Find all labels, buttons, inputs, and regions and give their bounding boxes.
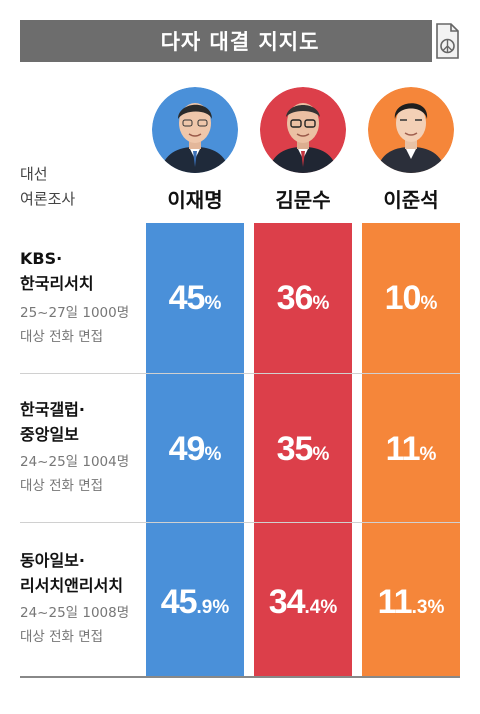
- value-suffix: .4%: [304, 597, 338, 618]
- value-suffix: %: [312, 293, 330, 314]
- value-suffix: .9%: [196, 597, 230, 618]
- chart-title: 다자 대결 지지도: [20, 20, 460, 62]
- value-suffix: %: [419, 444, 437, 465]
- avatar-kim-moonsoo: [260, 87, 346, 173]
- poll-detail-line2: 대상 전화 면접: [20, 329, 104, 345]
- value-integer: 11: [385, 430, 421, 468]
- row-divider: [20, 522, 460, 523]
- value-suffix: %: [420, 293, 438, 314]
- poll-detail-line1: 25~27일 1000명: [20, 305, 130, 321]
- poll-name-line2: 한국리서치: [20, 274, 94, 293]
- poll-name: KBS· 한국리서치: [20, 246, 94, 296]
- value-integer: 45: [168, 279, 206, 317]
- survey-label-line1: 대선: [20, 165, 48, 183]
- poll-name-line1: 한국갤럽·: [20, 400, 85, 419]
- value-lee-junseok: 11.3%: [362, 583, 460, 622]
- column-kim-moonsoo: [254, 223, 352, 677]
- value-integer: 11: [377, 583, 413, 621]
- value-suffix: %: [204, 293, 222, 314]
- value-lee-jaemyung: 45.9%: [146, 583, 244, 622]
- value-lee-jaemyung: 49%: [146, 430, 244, 469]
- candidate-name-lee-junseok: 이준석: [383, 188, 439, 212]
- poll-detail-line1: 24~25일 1004명: [20, 454, 130, 470]
- candidate-name-kim-moonsoo: 김문수: [275, 188, 331, 212]
- poll-detail: 24~25일 1008명 대상 전화 면접: [20, 601, 129, 649]
- poll-detail-line1: 24~25일 1008명: [20, 605, 130, 621]
- value-kim-moonsoo: 34.4%: [254, 583, 352, 622]
- poll-name-line1: 동아일보·: [20, 551, 85, 570]
- poll-name-line1: KBS·: [20, 249, 63, 268]
- value-kim-moonsoo: 35%: [254, 430, 352, 469]
- poll-detail: 25~27일 1000명 대상 전화 면접: [20, 301, 129, 349]
- column-lee-junseok: [362, 223, 460, 677]
- poll-name-line2: 리서치앤리서치: [20, 576, 124, 595]
- value-suffix: %: [312, 444, 330, 465]
- poll-detail: 24~25일 1004명 대상 전화 면접: [20, 450, 129, 498]
- value-integer: 35: [276, 430, 314, 468]
- poll-name: 한국갤럽· 중앙일보: [20, 397, 85, 447]
- value-suffix: .3%: [411, 597, 445, 618]
- value-integer: 10: [384, 279, 422, 317]
- avatar-lee-junseok: [368, 87, 454, 173]
- candidate-name-lee-jaemyung: 이재명: [167, 188, 223, 212]
- row-divider: [20, 373, 460, 374]
- avatar-lee-jaemyung: [152, 87, 238, 173]
- value-integer: 45: [160, 583, 198, 621]
- poll-detail-line2: 대상 전화 면접: [20, 478, 104, 494]
- value-kim-moonsoo: 36%: [254, 279, 352, 318]
- survey-label: 대선 여론조사: [20, 162, 75, 212]
- poll-name: 동아일보· 리서치앤리서치: [20, 548, 123, 598]
- survey-label-line2: 여론조사: [20, 190, 76, 208]
- value-integer: 36: [276, 279, 314, 317]
- table-bottom-border: [20, 676, 460, 678]
- ballot-box-icon: [432, 20, 462, 62]
- value-lee-junseok: 10%: [362, 279, 460, 318]
- value-suffix: %: [204, 444, 222, 465]
- value-integer: 49: [168, 430, 206, 468]
- poll-name-line2: 중앙일보: [20, 425, 79, 444]
- value-lee-jaemyung: 45%: [146, 279, 244, 318]
- poll-detail-line2: 대상 전화 면접: [20, 629, 104, 645]
- column-lee-jaemyung: [146, 223, 244, 677]
- value-lee-junseok: 11%: [362, 430, 460, 469]
- chart-title-text: 다자 대결 지지도: [160, 30, 320, 54]
- value-integer: 34: [268, 583, 306, 621]
